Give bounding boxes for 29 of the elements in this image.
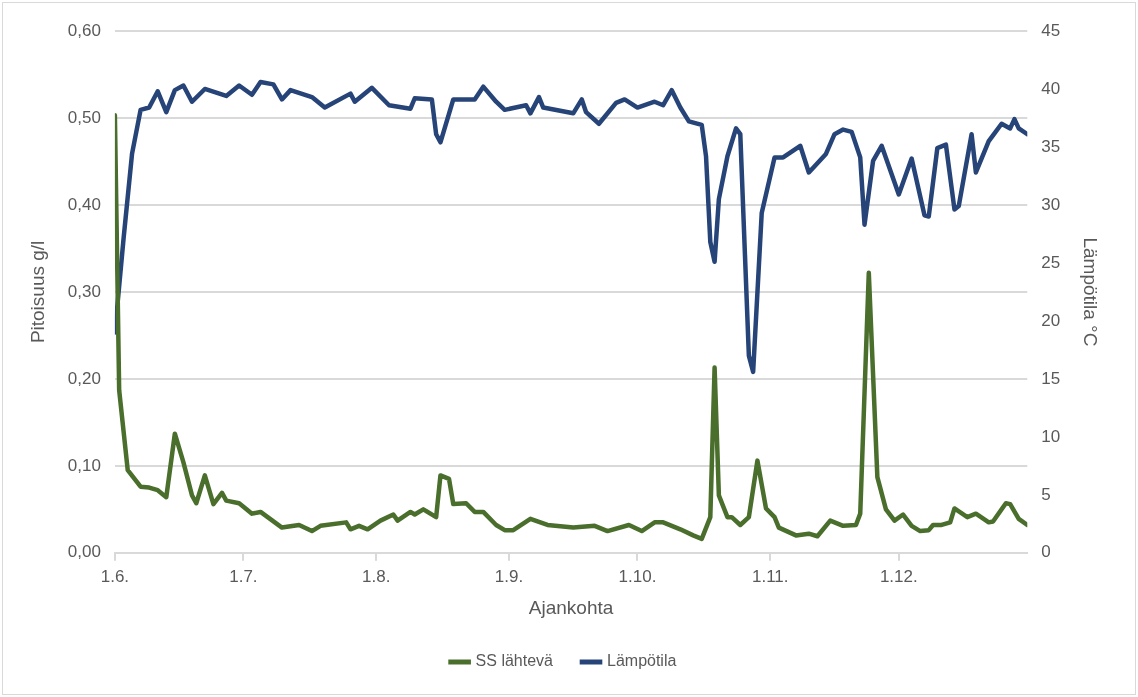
x-axis-title: Ajankohta xyxy=(528,596,614,618)
x-tick-label: 1.12. xyxy=(879,566,918,586)
y2-tick-label: 10 xyxy=(1041,426,1061,446)
y-tick-label: 0,40 xyxy=(67,194,101,214)
y-tick-label: 0,20 xyxy=(67,368,101,388)
y2-tick-label: 40 xyxy=(1041,78,1061,98)
y-tick-label: 0,30 xyxy=(67,281,101,301)
y2-tick-label: 30 xyxy=(1041,194,1061,214)
x-tick-label: 1.7. xyxy=(229,566,258,586)
y-tick-label: 0,10 xyxy=(67,455,101,475)
y-tick-label: 0,00 xyxy=(67,542,101,562)
y2-tick-label: 0 xyxy=(1041,542,1051,562)
y2-axis-title: Lämpötila °C xyxy=(1080,237,1102,347)
y2-tick-label: 20 xyxy=(1041,310,1061,330)
y-tick-label: 0,50 xyxy=(67,107,101,127)
x-tick-label: 1.8. xyxy=(362,566,391,586)
x-tick-label: 1.10. xyxy=(618,566,657,586)
y2-tick-label: 25 xyxy=(1041,252,1061,272)
x-tick-label: 1.11. xyxy=(751,566,789,586)
x-tick-label: 1.6. xyxy=(100,566,130,586)
legend-label: SS lähtevä xyxy=(475,652,554,670)
y2-tick-label: 15 xyxy=(1041,368,1061,388)
y2-tick-label: 45 xyxy=(1041,20,1061,40)
y2-tick-label: 35 xyxy=(1041,136,1061,156)
legend-label: Lämpötila xyxy=(607,652,677,670)
y2-tick-label: 5 xyxy=(1041,484,1051,504)
y-tick-label: 0,60 xyxy=(67,20,101,40)
x-tick-label: 1.9. xyxy=(494,566,524,586)
y-axis-title: Pitoisuus g/l xyxy=(26,240,48,344)
